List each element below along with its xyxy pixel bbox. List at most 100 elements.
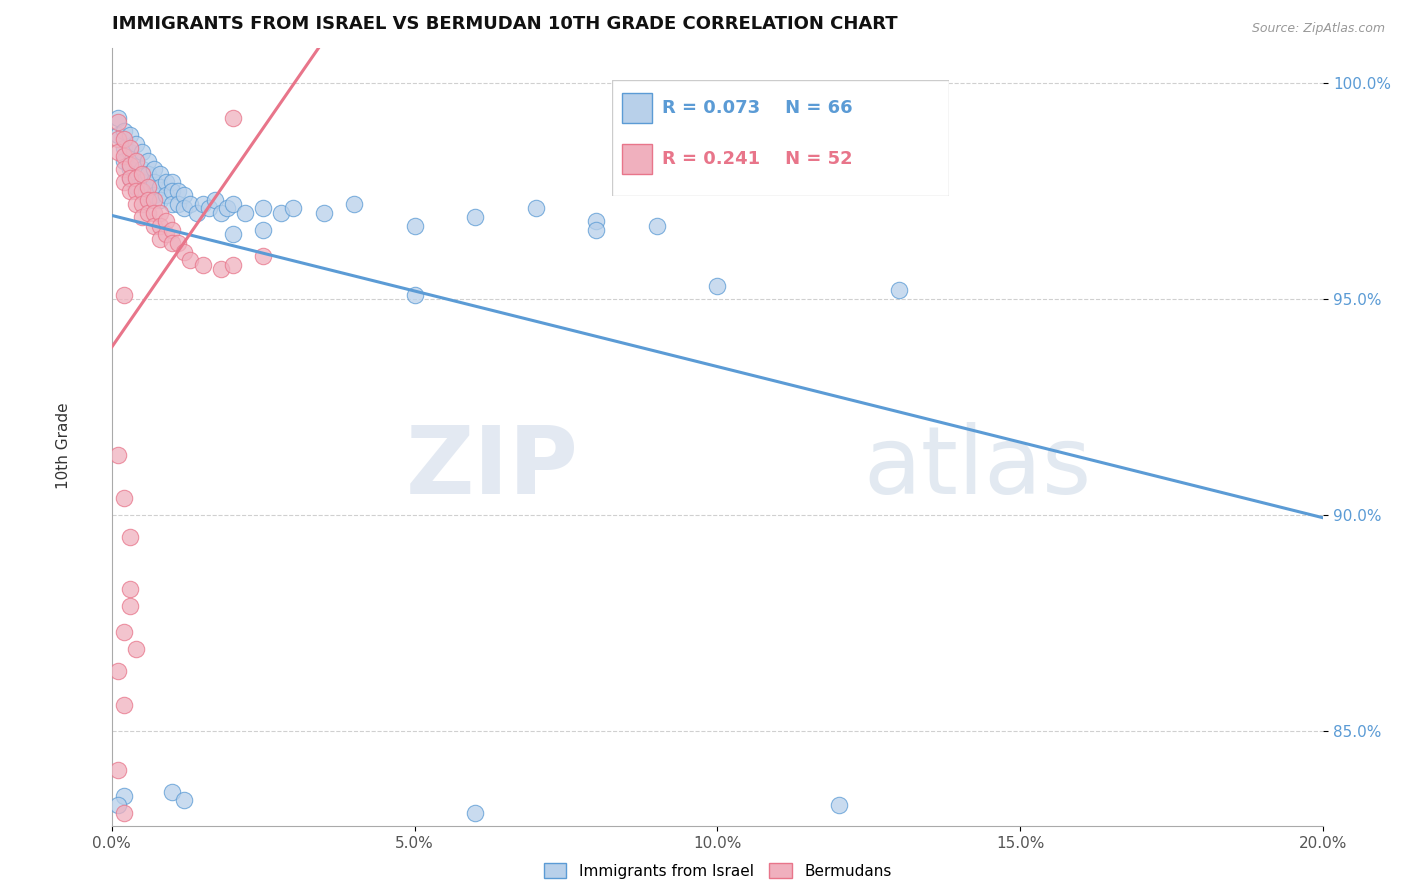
Point <box>197 202 219 216</box>
Point <box>136 167 159 181</box>
Point <box>204 193 226 207</box>
Text: 10th Grade: 10th Grade <box>56 402 70 490</box>
Point <box>155 188 177 202</box>
Point <box>112 123 135 137</box>
Point <box>222 197 245 211</box>
Point <box>118 158 141 172</box>
Point <box>118 171 141 186</box>
Point <box>162 785 184 799</box>
Point <box>343 197 366 211</box>
Point <box>404 287 426 301</box>
Point <box>464 806 486 821</box>
Point <box>118 141 141 155</box>
Point <box>404 219 426 233</box>
Point <box>149 179 172 194</box>
Point <box>155 227 177 242</box>
Text: atlas: atlas <box>863 423 1091 515</box>
Point <box>312 205 335 219</box>
Point <box>107 115 129 129</box>
Point <box>209 205 232 219</box>
Point <box>118 162 141 177</box>
Point <box>136 193 159 207</box>
Point <box>209 261 232 276</box>
Point <box>112 789 135 803</box>
Point <box>118 582 141 596</box>
Point <box>125 184 148 198</box>
Point <box>125 179 148 194</box>
Point <box>131 197 153 211</box>
Point <box>162 223 184 237</box>
Point <box>131 167 153 181</box>
Point <box>143 188 166 202</box>
Point <box>162 184 184 198</box>
Bar <box>621 144 652 174</box>
Point <box>125 171 148 186</box>
Point <box>107 797 129 812</box>
Point <box>107 664 129 678</box>
Point <box>112 141 135 155</box>
Point <box>131 145 153 160</box>
Point <box>179 253 201 268</box>
Point <box>112 806 135 821</box>
Point <box>155 214 177 228</box>
Point <box>125 136 148 151</box>
Text: R = 0.073    N = 66: R = 0.073 N = 66 <box>662 99 853 117</box>
Point <box>173 188 195 202</box>
Point <box>524 202 547 216</box>
Point <box>143 205 166 219</box>
Point <box>107 763 129 777</box>
Point <box>162 197 184 211</box>
Point <box>112 698 135 713</box>
Point <box>143 162 166 177</box>
Point <box>143 175 166 189</box>
Point <box>149 205 172 219</box>
Point <box>118 530 141 544</box>
Point <box>107 128 129 142</box>
Point <box>107 448 129 462</box>
Point <box>112 287 135 301</box>
Point <box>191 197 214 211</box>
Point <box>191 258 214 272</box>
Point <box>125 153 148 168</box>
Point <box>222 258 245 272</box>
Point <box>215 202 238 216</box>
Point <box>143 193 166 207</box>
Point <box>107 111 129 125</box>
Point <box>155 175 177 189</box>
Point <box>827 797 849 812</box>
Point <box>112 491 135 505</box>
Point <box>222 227 245 242</box>
Text: Source: ZipAtlas.com: Source: ZipAtlas.com <box>1251 22 1385 36</box>
Point <box>645 219 668 233</box>
Point <box>131 175 153 189</box>
Point <box>149 219 172 233</box>
Point <box>283 202 305 216</box>
Point <box>125 167 148 181</box>
Point <box>173 244 195 259</box>
Point <box>252 223 274 237</box>
Point <box>162 175 184 189</box>
Point <box>252 202 274 216</box>
Point <box>107 132 129 146</box>
Point <box>179 197 201 211</box>
Point <box>585 214 607 228</box>
Point <box>136 179 159 194</box>
Point <box>173 793 195 807</box>
Point <box>136 179 159 194</box>
Point <box>136 153 159 168</box>
Point <box>131 210 153 224</box>
Point <box>112 162 135 177</box>
Point <box>112 132 135 146</box>
Point <box>585 223 607 237</box>
Point <box>118 599 141 613</box>
Point <box>131 162 153 177</box>
Text: IMMIGRANTS FROM ISRAEL VS BERMUDAN 10TH GRADE CORRELATION CHART: IMMIGRANTS FROM ISRAEL VS BERMUDAN 10TH … <box>111 15 897 33</box>
Point <box>125 642 148 657</box>
Text: ZIP: ZIP <box>405 423 578 515</box>
Point <box>162 235 184 250</box>
Point <box>167 184 190 198</box>
Point <box>112 175 135 189</box>
Point <box>112 624 135 639</box>
Point <box>118 145 141 160</box>
Point <box>143 219 166 233</box>
